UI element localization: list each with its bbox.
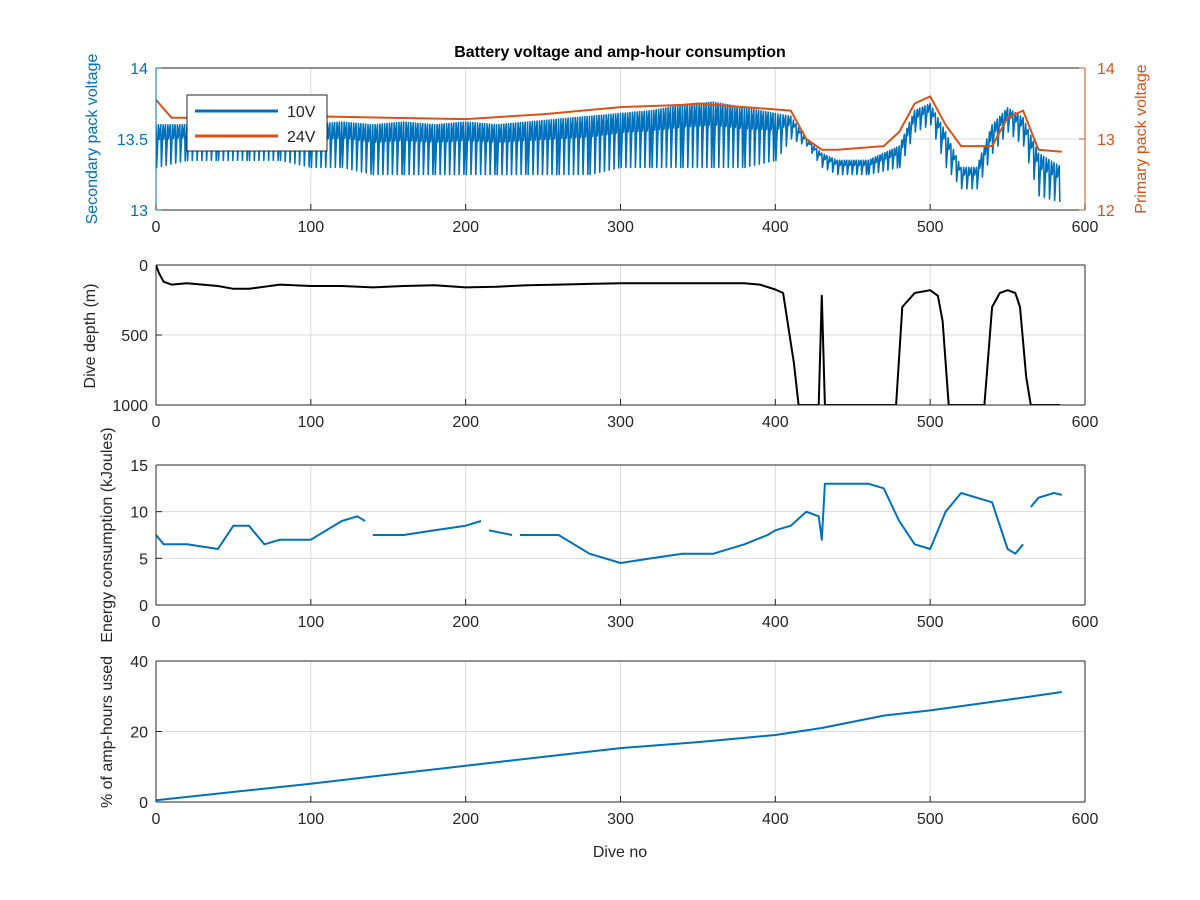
x-tick-label: 0	[152, 219, 161, 236]
x-tick-label: 0	[152, 414, 161, 431]
x-tick-label: 500	[917, 614, 944, 631]
xlabel-dive-no: Dive no	[593, 844, 647, 861]
y-tick-label: 1000	[112, 398, 148, 415]
ylabel-primary-voltage: Primary pack voltage	[1133, 64, 1150, 213]
x-tick-label: 600	[1072, 414, 1099, 431]
x-tick-label: 300	[607, 811, 634, 828]
series-line-0	[156, 482, 1063, 564]
x-tick-label: 100	[297, 414, 324, 431]
x-tick-label: 100	[297, 219, 324, 236]
x-tick-label: 500	[917, 219, 944, 236]
x-tick-label: 300	[607, 614, 634, 631]
ylabel-dive-depth: Dive depth (m)	[82, 284, 99, 389]
y-tick-label: 14	[130, 61, 148, 78]
series-line-0	[156, 265, 1061, 405]
x-tick-label: 400	[762, 614, 789, 631]
y-tick-label: 40	[130, 654, 148, 671]
y-tick-label: 15	[130, 458, 148, 475]
y-tick-label: 0	[139, 795, 148, 812]
y-tick-label: 0	[139, 598, 148, 615]
legend-label-24V: 24V	[287, 129, 316, 146]
x-tick-label: 0	[152, 614, 161, 631]
x-tick-label: 100	[297, 811, 324, 828]
x-tick-label: 200	[452, 414, 479, 431]
y-tick-label-right: 14	[1097, 61, 1115, 78]
depth-axes: 0 100 200 300 400 500 600 0 500 1000	[112, 258, 1098, 431]
x-tick-label: 600	[1072, 614, 1099, 631]
x-tick-label: 300	[607, 219, 634, 236]
x-tick-label: 0	[152, 811, 161, 828]
y-tick-label: 10	[130, 505, 148, 522]
x-tick-label: 200	[452, 219, 479, 236]
y-tick-label: 20	[130, 725, 148, 742]
y-tick-label-right: 13	[1097, 132, 1115, 149]
series-group	[156, 482, 1063, 564]
x-tick-label: 400	[762, 219, 789, 236]
x-tick-label: 600	[1072, 811, 1099, 828]
series-group	[156, 265, 1061, 405]
amp-hours-axes: 0 100 200 300 400 500 600 0 20 40	[130, 654, 1098, 828]
x-tick-label: 200	[452, 811, 479, 828]
x-tick-label: 400	[762, 811, 789, 828]
x-tick-label: 600	[1072, 219, 1099, 236]
legend-label-10V: 10V	[287, 104, 316, 121]
legend-box	[186, 94, 328, 152]
y-tick-label: 0	[139, 258, 148, 275]
energy-axes: 0 100 200 300 400 500 600 0 5 10 15	[130, 458, 1098, 631]
y-tick-label: 500	[121, 328, 148, 345]
y-tick-label-right: 12	[1097, 203, 1115, 220]
x-tick-label: 100	[297, 614, 324, 631]
x-tick-label: 500	[917, 811, 944, 828]
y-tick-label: 13.5	[117, 132, 148, 149]
series-line-0	[156, 691, 1062, 802]
ylabel-energy: Energy consumption (kJoules)	[99, 427, 116, 642]
y-tick-label: 13	[130, 203, 148, 220]
x-tick-label: 400	[762, 414, 789, 431]
x-tick-label: 300	[607, 414, 634, 431]
series-group	[156, 691, 1062, 802]
y-tick-label: 5	[139, 551, 148, 568]
chart-title: Battery voltage and amp-hour consumption	[454, 44, 786, 61]
series-line-24V	[156, 95, 1062, 153]
ylabel-secondary-voltage: Secondary pack voltage	[84, 54, 101, 225]
x-tick-label: 500	[917, 414, 944, 431]
ylabel-amp-hours: % of amp-hours used	[99, 656, 116, 808]
x-tick-label: 200	[452, 614, 479, 631]
